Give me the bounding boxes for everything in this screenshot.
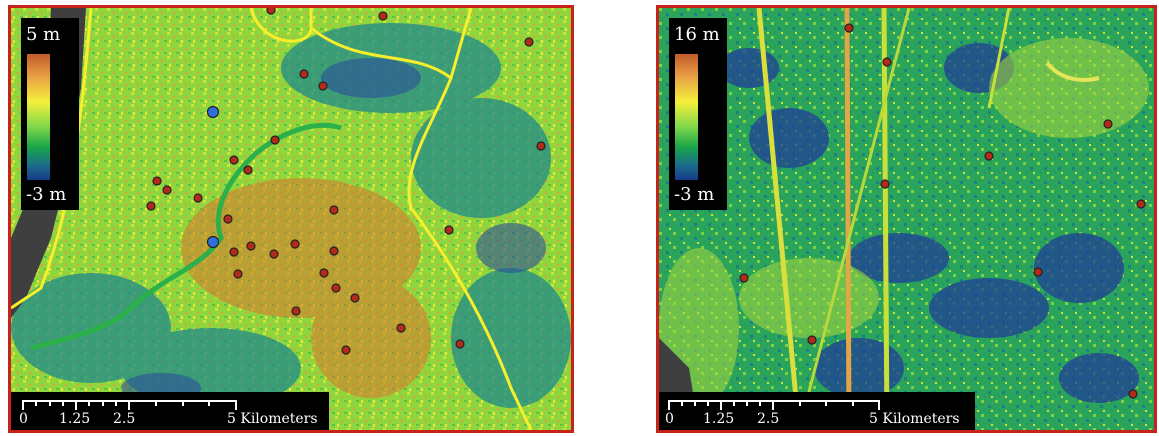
red-site-marker xyxy=(266,8,276,15)
legend-color-ramp xyxy=(675,54,698,180)
red-site-marker xyxy=(329,246,339,256)
red-site-marker xyxy=(844,23,854,33)
red-site-marker xyxy=(329,205,339,215)
red-site-marker xyxy=(1033,267,1043,277)
red-site-marker xyxy=(1136,199,1146,209)
red-site-marker xyxy=(807,335,817,345)
red-site-marker xyxy=(318,81,328,91)
red-site-marker xyxy=(350,293,360,303)
red-site-marker xyxy=(880,179,890,189)
blue-site-marker xyxy=(206,235,220,249)
red-site-marker xyxy=(396,323,406,333)
red-site-marker xyxy=(378,11,388,21)
red-site-marker xyxy=(882,57,892,67)
right-map-panel: 16 m -3 m 0 1.25 2.5 xyxy=(656,5,1157,433)
legend-min-label: -3 m xyxy=(674,184,715,205)
red-site-marker xyxy=(229,155,239,165)
red-site-marker xyxy=(299,69,309,79)
red-site-marker xyxy=(243,165,253,175)
left-map-panel: 5 m -3 m 0 1.25 2.5 xyxy=(8,5,574,433)
red-site-marker xyxy=(270,135,280,145)
red-site-marker xyxy=(455,339,465,349)
scale-label-3: 5 Kilometers xyxy=(869,411,960,427)
scale-label-1: 1.25 xyxy=(59,411,91,427)
red-site-marker xyxy=(1103,119,1113,129)
legend-color-ramp xyxy=(27,54,50,180)
scale-bar-ticks xyxy=(668,400,880,410)
scale-label-0: 0 xyxy=(665,411,674,427)
red-site-marker xyxy=(246,241,256,251)
red-site-marker xyxy=(1128,389,1138,399)
legend-max-label: 5 m xyxy=(26,24,61,45)
left-map-raster xyxy=(11,8,571,430)
scale-bar-ticks xyxy=(22,400,237,410)
red-site-marker xyxy=(290,239,300,249)
red-site-marker xyxy=(152,176,162,186)
legend-max-label: 16 m xyxy=(674,24,720,45)
red-site-marker xyxy=(229,247,239,257)
red-site-marker xyxy=(524,37,534,47)
legend-min-label: -3 m xyxy=(26,184,67,205)
right-map-raster xyxy=(659,8,1154,430)
red-site-marker xyxy=(146,201,156,211)
scale-label-2: 2.5 xyxy=(757,411,780,427)
scale-label-1: 1.25 xyxy=(703,411,735,427)
red-site-marker xyxy=(291,306,301,316)
scale-label-2: 2.5 xyxy=(113,411,136,427)
red-site-marker xyxy=(331,283,341,293)
left-legend: 5 m -3 m xyxy=(21,18,79,210)
red-site-marker xyxy=(739,273,749,283)
red-site-marker xyxy=(341,345,351,355)
red-site-marker xyxy=(536,141,546,151)
red-site-marker xyxy=(233,269,243,279)
right-legend: 16 m -3 m xyxy=(669,18,727,210)
scale-label-3: 5 Kilometers xyxy=(227,411,318,427)
scale-label-0: 0 xyxy=(19,411,28,427)
red-site-marker xyxy=(193,193,203,203)
blue-site-marker xyxy=(206,105,220,119)
red-site-marker xyxy=(162,185,172,195)
red-site-marker xyxy=(269,249,279,259)
red-site-marker xyxy=(223,214,233,224)
red-site-marker xyxy=(319,268,329,278)
red-site-marker xyxy=(444,225,454,235)
red-site-marker xyxy=(984,151,994,161)
right-scale-bar: 0 1.25 2.5 5 Kilometers xyxy=(659,392,975,430)
left-scale-bar: 0 1.25 2.5 5 Kilometers xyxy=(11,392,329,430)
